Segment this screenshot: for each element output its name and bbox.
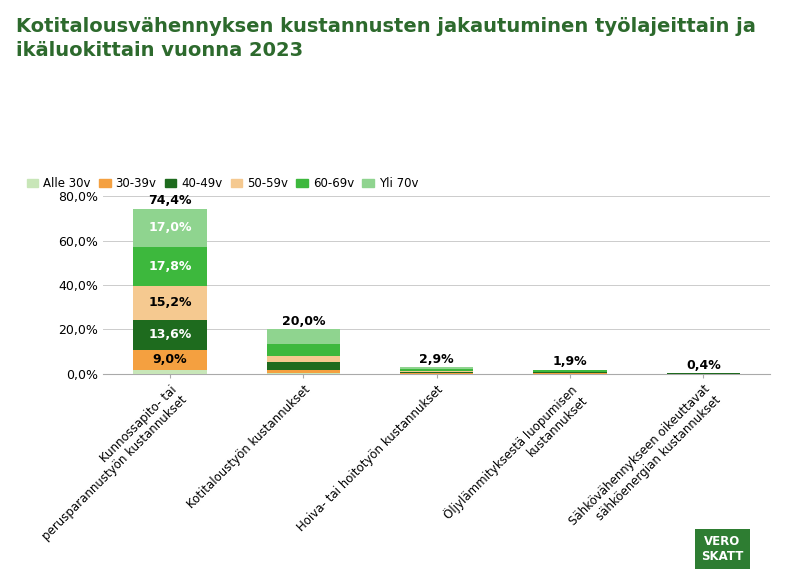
Bar <box>133 370 206 374</box>
Bar <box>133 209 206 247</box>
Text: 17,0%: 17,0% <box>148 221 191 234</box>
Bar <box>400 371 473 372</box>
Text: 20,0%: 20,0% <box>282 315 325 328</box>
Bar <box>267 370 340 373</box>
Text: 2,9%: 2,9% <box>419 353 454 366</box>
Bar <box>133 320 206 350</box>
Bar <box>267 362 340 370</box>
Text: 17,8%: 17,8% <box>148 260 191 273</box>
Bar <box>534 371 607 373</box>
Text: 13,6%: 13,6% <box>148 328 191 341</box>
Bar <box>133 350 206 370</box>
Bar <box>267 329 340 344</box>
Bar <box>267 373 340 374</box>
Text: VERO
SKATT: VERO SKATT <box>701 535 744 563</box>
Bar <box>133 286 206 320</box>
Text: Kotitalousvähennyksen kustannusten jakautuminen työlajeittain ja
ikäluokittain v: Kotitalousvähennyksen kustannusten jakau… <box>16 17 756 60</box>
Bar <box>534 370 607 371</box>
Text: 1,9%: 1,9% <box>553 355 588 368</box>
Text: 74,4%: 74,4% <box>148 194 191 208</box>
Bar <box>133 247 206 286</box>
Bar <box>267 344 340 356</box>
Text: 15,2%: 15,2% <box>148 296 191 309</box>
Text: 9,0%: 9,0% <box>152 353 187 366</box>
Bar <box>400 369 473 371</box>
Bar <box>400 367 473 369</box>
Bar <box>400 372 473 373</box>
Legend: Alle 30v, 30-39v, 40-49v, 50-59v, 60-69v, Yli 70v: Alle 30v, 30-39v, 40-49v, 50-59v, 60-69v… <box>21 172 423 195</box>
Text: 0,4%: 0,4% <box>686 359 721 371</box>
Bar <box>267 356 340 362</box>
